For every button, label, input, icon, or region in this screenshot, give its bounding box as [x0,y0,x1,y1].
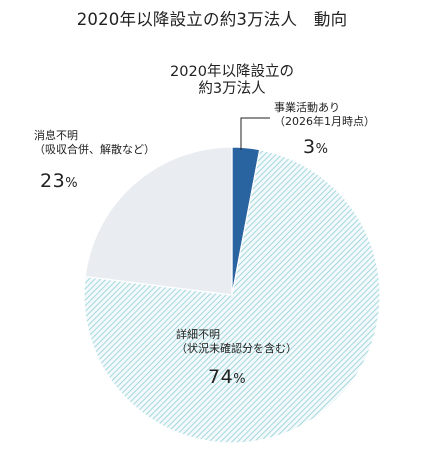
pie-slices [83,146,381,444]
slice-label-unknown-note: （状況未確認分を含む） [176,342,297,355]
slice-label-unknown: 詳細不明 （状況未確認分を含む） [176,328,297,356]
slice-pct-closed-unit: % [65,176,79,191]
slice-pct-unknown-unit: % [233,372,247,387]
slice-label-active-name: 事業活動あり [274,101,340,114]
chart-center-label: 2020年以降設立の 約3万法人 [132,64,332,98]
pie-slice-closed [84,146,233,296]
center-label-line-2: 約3万法人 [198,81,266,97]
slice-pct-active-value: 3 [303,136,316,158]
slice-label-closed-name: 消息不明 [34,129,78,142]
leader-line-active [240,117,270,150]
pie-slice-unknown [83,148,381,444]
slice-pct-closed: 23% [40,170,78,192]
slice-label-closed-note: （吸収合併、解散など） [34,143,155,156]
chart-title: 2020年以降設立の約3万法人 動向 [76,10,348,29]
slice-pct-active: 3% [303,136,328,158]
slice-pct-unknown: 74% [208,366,246,388]
slice-label-active-note: （2026年1月時点） [274,115,375,128]
slice-label-unknown-name: 詳細不明 [176,328,220,341]
pie-leader-lines [240,117,270,150]
slice-pct-closed-value: 23 [40,170,66,192]
slice-pct-active-unit: % [315,142,329,157]
center-label-line-1: 2020年以降設立の [170,64,294,80]
slice-pct-unknown-value: 74 [208,366,234,388]
slice-label-closed: 消息不明 （吸収合併、解散など） [34,129,155,157]
slice-label-active: 事業活動あり （2026年1月時点） [274,101,375,129]
